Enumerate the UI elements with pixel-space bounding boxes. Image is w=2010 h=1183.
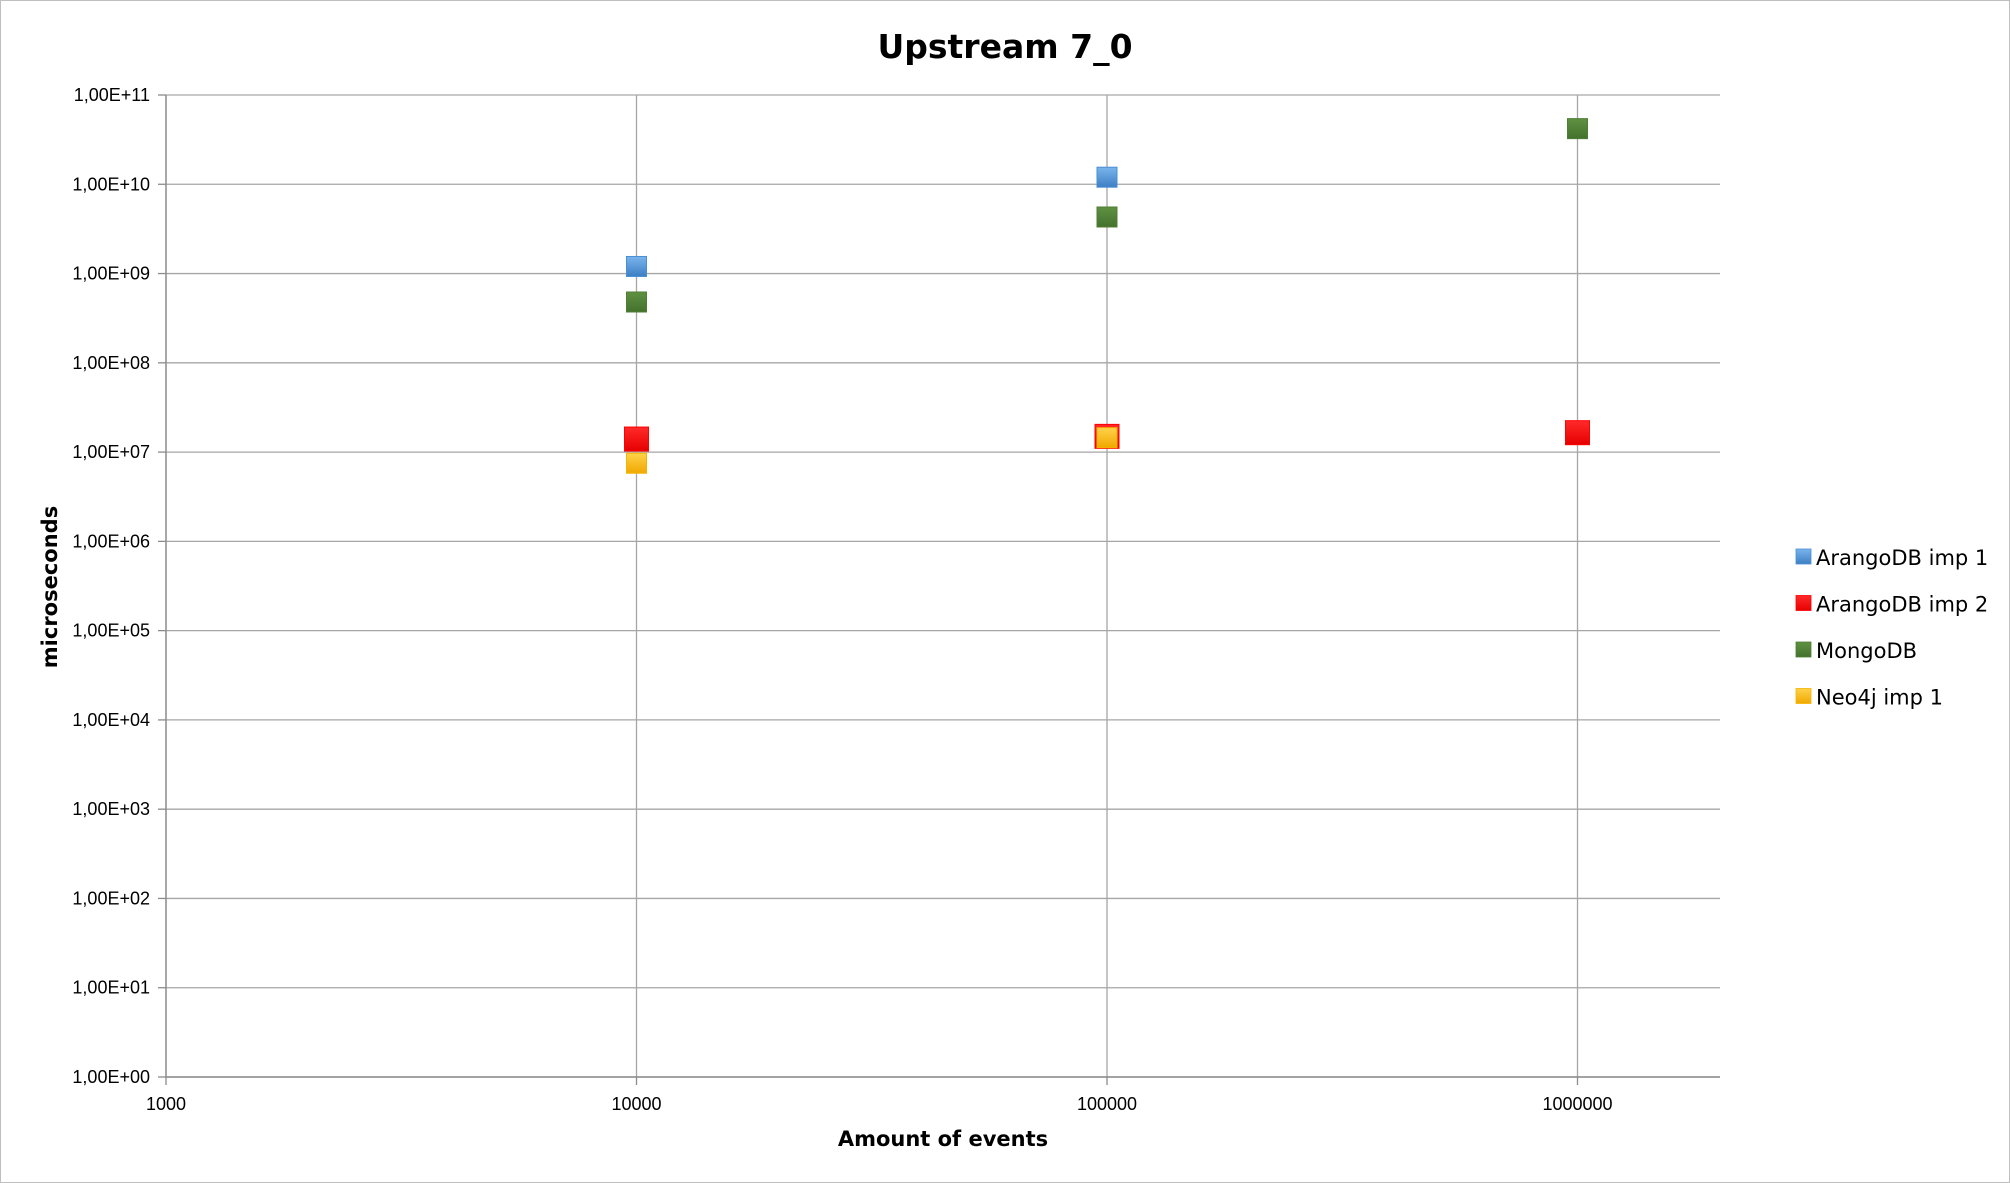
y-tick-label: 1,00E+08: [72, 353, 150, 373]
x-tick-label: 100000: [1077, 1094, 1137, 1114]
y-tick-label: 1,00E+10: [72, 174, 150, 194]
legend: ArangoDB imp 1 ArangoDB imp 2 MongoDB Neo4j…: [1795, 546, 1988, 710]
y-tick-label: 1,00E+02: [72, 888, 150, 908]
chart-title: Upstream 7_0: [877, 27, 1132, 66]
data-point-marker: [1096, 206, 1118, 228]
data-point-marker: [626, 291, 647, 313]
y-tick-label: 1,00E+00: [72, 1067, 150, 1087]
data-point-marker: [624, 426, 649, 452]
series-neo4j-imp-1: [626, 427, 1118, 474]
y-axis-title: microseconds: [38, 506, 62, 668]
y-tick-label: 1,00E+03: [72, 799, 150, 819]
legend-label: ArangoDB imp 1: [1816, 546, 1988, 570]
data-point-marker: [626, 255, 647, 277]
y-tick-label: 1,00E+05: [72, 621, 150, 641]
data-point-marker: [1567, 118, 1588, 140]
legend-label: Neo4j imp 1: [1816, 686, 1943, 710]
data-point-marker: [1565, 420, 1590, 446]
series-mongodb: [626, 118, 1588, 313]
y-tick-label: 1,00E+04: [72, 710, 150, 730]
y-tick-label: 1,00E+11: [74, 85, 150, 105]
x-axis-title: Amount of events: [838, 1127, 1048, 1151]
axes: [158, 94, 1720, 1085]
legend-label: ArangoDB imp 2: [1816, 593, 1988, 617]
legend-marker: [1795, 548, 1812, 565]
data-point-marker: [626, 452, 647, 474]
grid-lines: [166, 94, 1720, 1078]
legend-marker: [1795, 641, 1812, 658]
legend-marker: [1795, 688, 1812, 704]
y-tick-label: 1,00E+01: [72, 978, 150, 998]
y-tick-labels: 1,00E+00 1,00E+01 1,00E+02 1,00E+03 1,00E+04…: [72, 85, 150, 1087]
series-arangodb-imp-1: [626, 166, 1118, 277]
x-tick-label: 1000000: [1542, 1094, 1612, 1114]
x-tick-label: 1000: [146, 1094, 186, 1114]
y-tick-label: 1,00E+09: [72, 264, 150, 284]
y-tick-label: 1,00E+07: [72, 442, 150, 462]
x-tick-label: 10000: [611, 1094, 661, 1114]
x-tick-labels: 1000 10000 100000 1000000: [146, 1094, 1613, 1114]
y-tick-label: 1,00E+06: [72, 531, 150, 551]
legend-label: MongoDB: [1816, 639, 1917, 663]
data-point-marker: [1096, 427, 1118, 449]
legend-marker: [1795, 595, 1812, 611]
data-point-marker: [1096, 166, 1118, 188]
data-points: [624, 118, 1590, 474]
